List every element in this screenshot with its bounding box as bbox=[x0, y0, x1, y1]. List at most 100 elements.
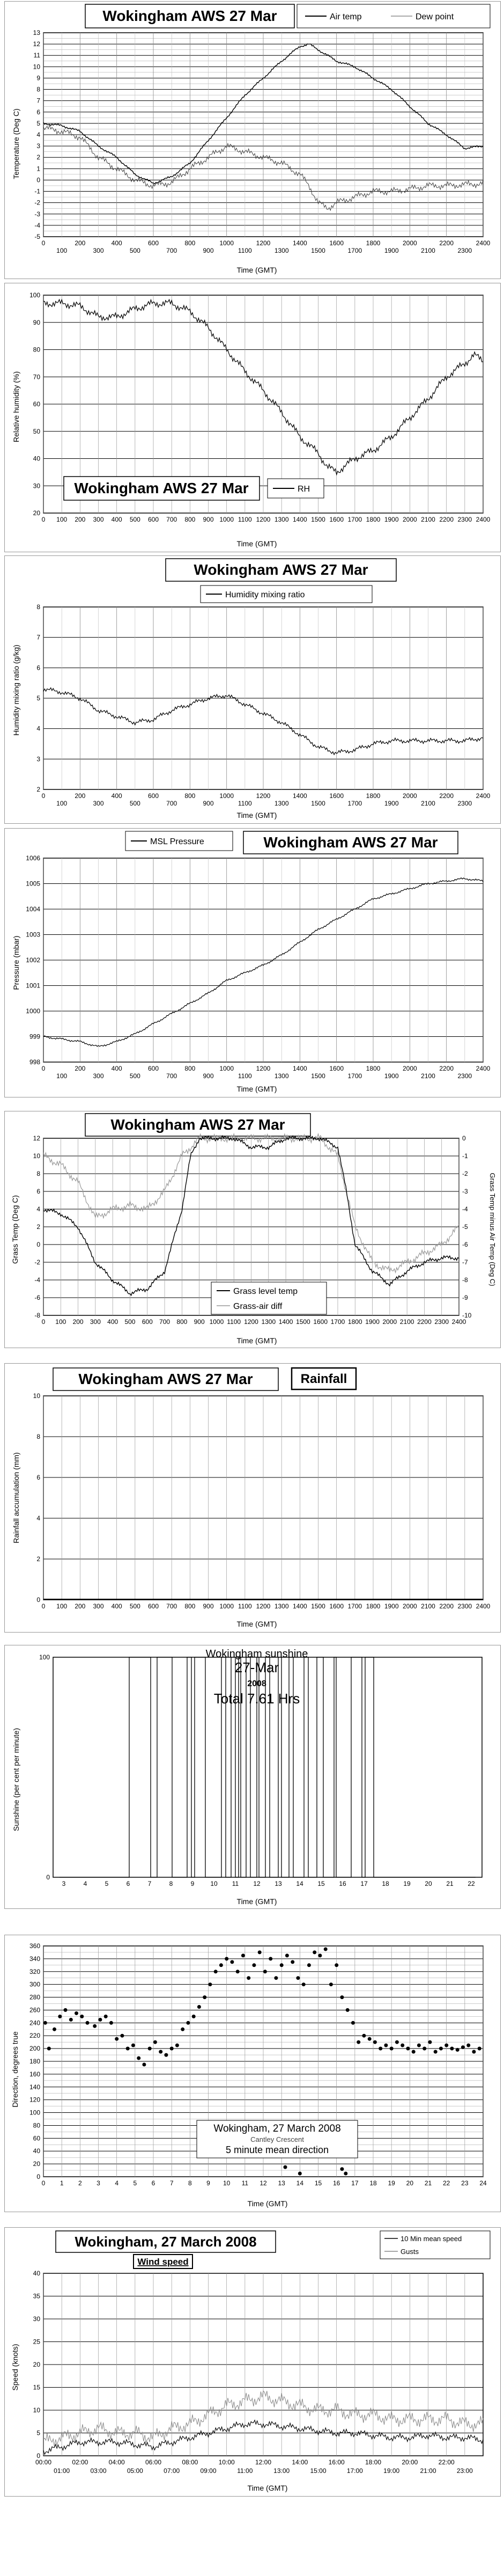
x-tick-label: 1500 bbox=[311, 247, 325, 254]
x-tick-label: 1900 bbox=[365, 1318, 380, 1326]
grass-chart: Wokingham AWS 27 Mar Grass Temp (Deg C) … bbox=[11, 1113, 496, 1345]
direction-point bbox=[219, 1963, 223, 1967]
y-tick-label: 260 bbox=[29, 2006, 40, 2014]
direction-point bbox=[279, 1963, 284, 1967]
x-tick-label: 800 bbox=[184, 516, 195, 523]
x-tick-label: 1800 bbox=[348, 1318, 362, 1326]
y-tick-label: 2 bbox=[36, 153, 40, 161]
direction-point bbox=[340, 2167, 344, 2171]
y-tick-label: -8 bbox=[34, 1312, 40, 1319]
x-tick-label: 100 bbox=[56, 1072, 67, 1080]
x-tick-label: 1000 bbox=[219, 1065, 234, 1072]
x-tick-label: 10 bbox=[223, 2179, 231, 2187]
y-tick-label: 8 bbox=[36, 86, 40, 93]
x-tick-label: 1500 bbox=[311, 800, 325, 807]
temperature-panel: Wokingham AWS 27 Mar Air temp Dew point … bbox=[4, 1, 501, 279]
x-tick-label: 21 bbox=[425, 2179, 432, 2187]
direction-point bbox=[301, 1982, 306, 1987]
x-tick-label: 500 bbox=[130, 1072, 140, 1080]
x-tick-label: 1200 bbox=[256, 516, 271, 523]
direction-point bbox=[203, 1995, 207, 2000]
x-tick-label: 1300 bbox=[275, 1072, 289, 1080]
sunshine-trace bbox=[60, 1657, 476, 1878]
x-tick-label: 400 bbox=[112, 239, 122, 247]
direction-point bbox=[181, 2027, 185, 2031]
x-tick-label: 06:00 bbox=[145, 2458, 161, 2466]
x-tick-label: 07:00 bbox=[164, 2467, 180, 2475]
x-tick-label: 0 bbox=[42, 516, 46, 523]
rh-chart: Relative humidity (%) Time (GMT) 20 30 40 5… bbox=[12, 291, 491, 548]
x-tick-label: 1300 bbox=[275, 516, 289, 523]
x-tick-label: 2400 bbox=[476, 516, 491, 523]
x-tick-label: 02:00 bbox=[72, 2458, 88, 2466]
x-tick-label: 6 bbox=[152, 2179, 155, 2187]
chart-title: Wokingham, 27 March 2008 bbox=[213, 2123, 340, 2134]
y-tick-label: 1001 bbox=[26, 982, 40, 990]
x-tick-label: 1500 bbox=[311, 1072, 325, 1080]
x-tick-label: 11 bbox=[242, 2179, 249, 2187]
x-tick-label: 900 bbox=[203, 800, 213, 807]
direction-point bbox=[120, 2033, 124, 2038]
x-tick-label: 2300 bbox=[457, 1072, 472, 1080]
x-tick-label: 1000 bbox=[219, 792, 234, 800]
direction-point bbox=[384, 2043, 388, 2047]
direction-point bbox=[329, 1982, 333, 1987]
x-tick-label: 1100 bbox=[238, 1602, 252, 1610]
y2-axis-label: Grass Temp minus Air Temp (Deg C) bbox=[488, 1173, 496, 1286]
x-tick-label: 20:00 bbox=[402, 2458, 418, 2466]
y-tick-label: 1006 bbox=[26, 854, 40, 862]
x-tick-label: 1800 bbox=[366, 239, 381, 247]
rainfall-tag: Rainfall bbox=[301, 1372, 347, 1386]
direction-point bbox=[357, 2040, 361, 2044]
mixing-chart: Wokingham AWS 27 Mar Humidity mixing rat… bbox=[12, 558, 491, 819]
y-tick-label: 360 bbox=[29, 1942, 40, 1950]
y-tick-label: 5 bbox=[36, 120, 40, 127]
chart-title: Wokingham AWS 27 Mar bbox=[110, 1116, 285, 1133]
y-tick-label: 20 bbox=[33, 2160, 41, 2168]
x-tick-label: 200 bbox=[75, 516, 85, 523]
rain-chart: Wokingham AWS 27 Mar Rainfall Rainfall a… bbox=[12, 1367, 491, 1628]
x-tick-label: 1600 bbox=[313, 1318, 328, 1326]
y-axis-label: Rainfall accumulation (mm) bbox=[12, 1452, 20, 1543]
x-tick-label: 1900 bbox=[384, 1072, 399, 1080]
x-tick-label: 1900 bbox=[384, 1602, 399, 1610]
x-tick-label: 1800 bbox=[366, 792, 381, 800]
x-tick-label: 300 bbox=[93, 1072, 103, 1080]
direction-point bbox=[257, 1950, 262, 1955]
x-tick-label: 7 bbox=[170, 2179, 174, 2187]
series-line bbox=[43, 1132, 459, 1274]
y-axis-label: Speed (knots) bbox=[11, 2344, 19, 2390]
x-tick-label: 100 bbox=[56, 1602, 67, 1610]
y-tick-label: 2 bbox=[36, 1555, 40, 1563]
x-tick-label: 19:00 bbox=[383, 2467, 399, 2475]
direction-point bbox=[197, 2005, 201, 2009]
y-tick-label: 0 bbox=[36, 2452, 40, 2460]
y-tick-label: -1 bbox=[34, 188, 40, 195]
x-tick-label: 2400 bbox=[476, 792, 491, 800]
y-tick-label: 4 bbox=[36, 1205, 40, 1213]
direction-point bbox=[477, 2046, 481, 2051]
x-tick-label: 4 bbox=[84, 1880, 87, 1887]
y2-tick-label: -4 bbox=[462, 1205, 468, 1213]
x-tick-label: 2000 bbox=[382, 1318, 397, 1326]
direction-point bbox=[85, 2021, 90, 2025]
x-tick-label: 11 bbox=[232, 1880, 239, 1887]
y-tick-label: 15 bbox=[33, 2384, 41, 2391]
x-tick-label: 1500 bbox=[311, 1602, 325, 1610]
x-tick-label: 800 bbox=[184, 1065, 195, 1072]
legend-mixing: Humidity mixing ratio bbox=[225, 590, 305, 599]
direction-point bbox=[191, 2014, 196, 2018]
x-tick-label: 1000 bbox=[210, 1318, 224, 1326]
location-label: Cantley Crescent bbox=[250, 2135, 304, 2143]
x-tick-label: 15 bbox=[315, 2179, 322, 2187]
wind-speed-tag-box bbox=[133, 2254, 193, 2269]
direction-panel: Direction, degrees true Time (GMT) 0 20 40… bbox=[4, 1935, 501, 2212]
direction-point bbox=[323, 1947, 328, 1951]
y-tick-label: 1002 bbox=[26, 956, 40, 964]
x-tick-label: 7 bbox=[148, 1880, 152, 1887]
x-axis-label: Time (GMT) bbox=[237, 539, 277, 548]
x-tick-label: 500 bbox=[124, 1318, 135, 1326]
x-tick-label: 1100 bbox=[238, 800, 252, 807]
plot-area: 0204060801001201401601802002202402602803… bbox=[29, 1942, 487, 2187]
